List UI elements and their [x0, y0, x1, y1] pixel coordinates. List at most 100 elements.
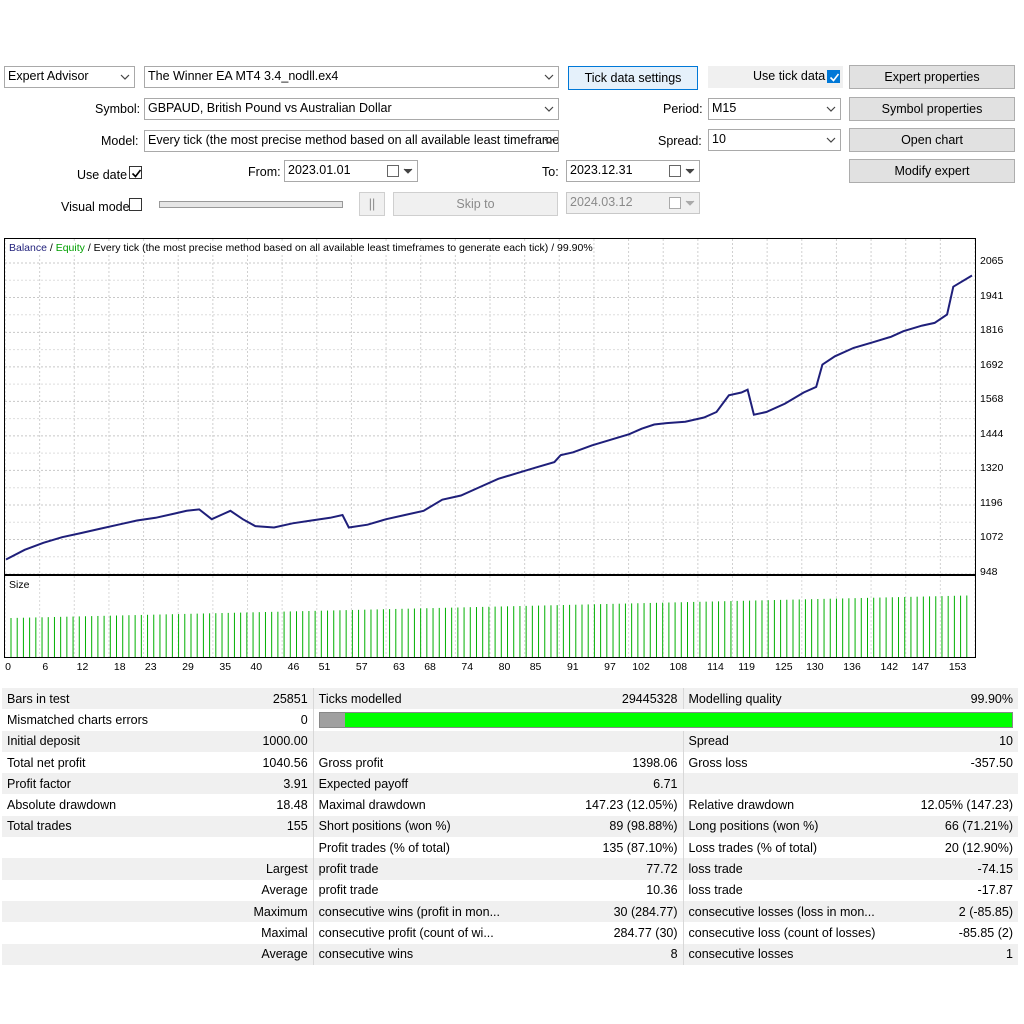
mode-value: Expert Advisor	[8, 69, 89, 83]
open-chart-button[interactable]: Open chart	[849, 128, 1015, 152]
chevron-down-icon	[826, 137, 836, 143]
report-label: Maximal drawdown	[312, 794, 581, 816]
symbol-properties-button[interactable]: Symbol properties	[849, 97, 1015, 121]
report-value: 1000.00	[245, 730, 314, 752]
report-label: consecutive losses (loss in mon...	[682, 900, 912, 923]
chevron-down-icon	[685, 168, 695, 174]
size-chart-title: Size	[9, 579, 30, 591]
report-value: 10.36	[646, 883, 678, 898]
report-value: -74.15	[911, 858, 1018, 880]
table-row: Profit factor 3.91 Expected payoff 6.71	[2, 773, 1018, 795]
table-row: Initial deposit 1000.00 Spread 10	[2, 730, 1018, 752]
x-tick-label: 97	[604, 661, 616, 673]
report-label	[682, 773, 912, 795]
x-tick-label: 136	[843, 661, 861, 673]
table-row: Largest profit trade 77.72 loss trade -74.15	[2, 858, 1018, 880]
x-tick-label: 0	[5, 661, 11, 673]
report-value: 1	[911, 943, 1018, 965]
balance-chart: Balance / Equity / Every tick (the most …	[4, 238, 976, 575]
calendar-icon	[387, 165, 399, 177]
report-value: Largest	[245, 858, 314, 880]
report-value: 147.23 (12.05%)	[585, 798, 678, 813]
report-label: Spread	[682, 730, 912, 752]
visual-mode-checkbox[interactable]	[129, 198, 142, 211]
report-value: 1398.06	[632, 755, 678, 770]
model-select[interactable]: Every tick (the most precise method base…	[144, 130, 559, 152]
x-tick-label: 57	[355, 661, 368, 673]
report-value: 3.91	[245, 773, 314, 795]
report-label: Absolute drawdown	[7, 798, 117, 813]
x-tick-label: 91	[566, 661, 579, 673]
use-tick-data-label: Use tick data	[753, 69, 826, 83]
x-tick-label: 46	[287, 661, 300, 673]
x-tick-label: 153	[948, 661, 967, 673]
report-label: Loss trades (% of total)	[682, 837, 912, 859]
model-value: Every tick (the most precise method base…	[148, 133, 559, 147]
period-select[interactable]: M15	[708, 98, 841, 120]
table-row: Profit trades (% of total) 135 (87.10%) Lo…	[2, 837, 1018, 859]
expert-properties-button[interactable]: Expert properties	[849, 65, 1015, 89]
size-chart-plot	[5, 576, 975, 657]
x-tick-label: 108	[669, 661, 688, 673]
table-row: Absolute drawdown 18.48 Maximal drawdown 14…	[2, 794, 1018, 816]
table-row: Bars in test 25851 Ticks modelled 29445328 M…	[2, 688, 1018, 710]
report-value: 2 (-85.85)	[911, 900, 1018, 923]
report-label: consecutive wins	[312, 943, 581, 965]
use-date-label: Use date	[77, 168, 128, 182]
report-value: 99.90%	[911, 688, 1018, 710]
use-tick-data-area	[708, 66, 843, 88]
report-value: Maximum	[245, 900, 314, 923]
skip-date-picker[interactable]: 2024.03.12	[566, 192, 700, 214]
use-tick-data-checkbox[interactable]	[827, 70, 840, 83]
x-tick-label: 35	[219, 661, 232, 673]
table-row: Average profit trade 10.36 loss trade -17.87	[2, 879, 1018, 901]
x-tick-label: 23	[144, 661, 157, 673]
report-value: 30 (284.77)	[580, 900, 684, 923]
report-value: 20 (12.90%)	[944, 840, 1013, 855]
from-date-picker[interactable]: 2023.01.01	[284, 160, 418, 182]
visual-speed-slider[interactable]	[159, 201, 343, 208]
balance-line	[5, 274, 973, 561]
visual-mode-label: Visual mode	[61, 200, 130, 214]
report-label	[2, 900, 246, 923]
report-label: Short positions (won %)	[312, 815, 581, 838]
x-tick-label: 147	[911, 661, 930, 673]
spread-label: Spread:	[658, 134, 702, 148]
report-label: Total trades	[2, 815, 246, 838]
report-value: Maximal	[261, 925, 308, 940]
modify-expert-button[interactable]: Modify expert	[849, 159, 1015, 183]
report-label: Ticks modelled	[312, 688, 581, 710]
x-tick-label: 51	[318, 661, 331, 673]
report-label	[2, 880, 246, 901]
report-label: Long positions (won %)	[682, 815, 912, 838]
report-value: 284.77 (30)	[613, 925, 678, 940]
report-label: Mismatched charts errors	[7, 712, 149, 727]
expert-select[interactable]: The Winner EA MT4 3.4_nodll.ex4	[144, 66, 559, 88]
symbol-value: GBPAUD, British Pound vs Australian Doll…	[148, 101, 392, 115]
period-value: M15	[712, 101, 737, 115]
x-tick-label: 142	[880, 661, 899, 673]
report-label: profit trade	[312, 879, 581, 901]
pause-button[interactable]: ||	[359, 192, 385, 216]
spread-select[interactable]: 10	[708, 129, 841, 151]
skip-to-button[interactable]: Skip to	[393, 192, 558, 216]
report-value: 66 (71.21%)	[911, 815, 1018, 838]
y-tick-label: 1941	[980, 289, 1004, 302]
modelling-quality-bar	[318, 711, 1013, 728]
chart-title: Balance / Equity / Every tick (the most …	[9, 242, 593, 254]
symbol-select[interactable]: GBPAUD, British Pound vs Australian Doll…	[144, 98, 559, 120]
x-tick-label: 68	[424, 661, 436, 673]
to-date-picker[interactable]: 2023.12.31	[566, 160, 700, 182]
mode-select[interactable]: Expert Advisor	[4, 66, 135, 88]
x-tick-label: 130	[806, 661, 824, 673]
x-tick-label: 74	[461, 661, 474, 673]
report-label: Expected payoff	[312, 773, 581, 795]
x-tick-label: 12	[76, 661, 89, 673]
chevron-down-icon	[685, 200, 695, 206]
check-icon	[829, 73, 840, 82]
report-value: Average	[261, 883, 308, 898]
symbol-label: Symbol:	[95, 102, 141, 116]
table-row: Average consecutive wins 8 consecutive loss…	[2, 943, 1018, 965]
use-date-checkbox[interactable]	[129, 166, 142, 179]
tick-data-settings-button[interactable]: Tick data settings	[568, 66, 698, 90]
